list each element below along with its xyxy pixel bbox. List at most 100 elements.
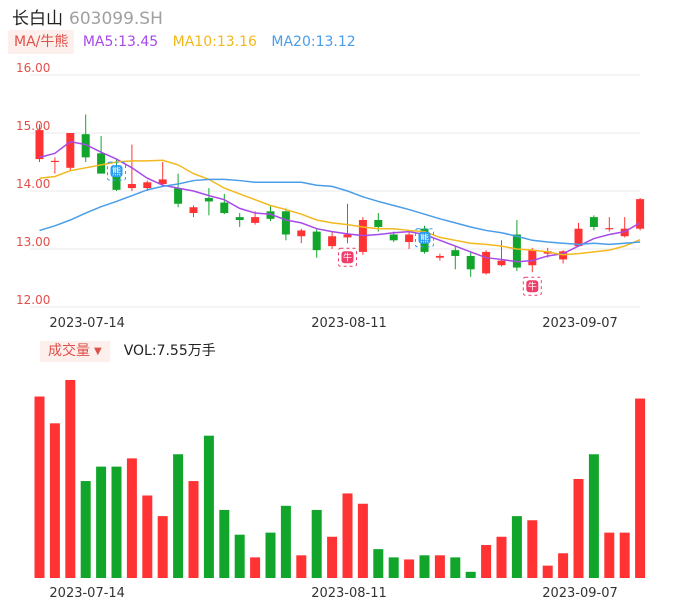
volume-bar (434, 555, 445, 578)
candle-body (127, 184, 136, 189)
volume-bar (34, 396, 45, 578)
candle-body (204, 197, 213, 202)
candle-body (66, 133, 75, 168)
volume-bar (357, 503, 368, 578)
x-tick-label: 2023-09-07 (542, 586, 618, 601)
stock-title: 长白山 603099.SH (12, 4, 163, 29)
volume-bar (234, 534, 245, 578)
volume-bar (49, 423, 60, 578)
volume-bar (327, 536, 338, 578)
x-tick-label: 2023-07-14 (49, 316, 125, 331)
volume-bar (311, 509, 322, 578)
volume-value: VOL:7.55万手 (123, 343, 216, 359)
volume-bar (203, 435, 214, 578)
candle-body (174, 188, 183, 204)
candle-body (112, 173, 121, 190)
y-tick-label: 13.00 (16, 235, 50, 249)
y-tick-label: 15.00 (16, 119, 50, 133)
candle-body (281, 211, 290, 235)
stock-name: 长白山 (12, 9, 63, 29)
volume-bar (419, 555, 430, 578)
x-tick-label: 2023-07-14 (49, 586, 125, 601)
bull-signal-icon[interactable]: 牛 (338, 247, 357, 267)
volume-bar (188, 481, 199, 578)
stock-code: 603099.SH (69, 9, 163, 29)
volume-bar (219, 509, 230, 578)
volume-bar (142, 495, 153, 578)
volume-bar (481, 545, 492, 578)
ma20-line (39, 178, 641, 246)
candle-body (189, 207, 198, 214)
volume-bar (573, 479, 584, 578)
volume-bar (157, 516, 168, 578)
y-tick-label: 14.00 (16, 177, 50, 191)
volume-bar (126, 458, 137, 578)
volume-bar (588, 454, 599, 578)
candle-body (143, 182, 152, 189)
volume-bar (619, 532, 630, 578)
volume-bar (450, 557, 461, 578)
candle-body (497, 260, 506, 266)
candle-body (605, 228, 614, 230)
candle-body (220, 202, 229, 214)
volume-bar (280, 505, 291, 578)
bear-signal-icon[interactable]: 熊 (415, 228, 434, 248)
volume-bar (465, 571, 476, 578)
candle-body (374, 220, 383, 227)
volume-bar (65, 380, 76, 578)
candle-body (35, 130, 44, 160)
ma-legend: MA/牛熊 MA5:13.45 MA10:13.16 MA20:13.12 (8, 30, 366, 54)
y-tick-label: 12.00 (16, 293, 50, 307)
candle-body (405, 234, 414, 243)
bull-signal-icon[interactable]: 牛 (522, 276, 542, 296)
volume-bar (173, 454, 184, 578)
candle-body (158, 179, 167, 185)
x-tick-label: 2023-08-11 (311, 316, 387, 331)
candle-body (512, 234, 521, 268)
candle-body (297, 230, 306, 237)
candle-body (251, 217, 260, 223)
ma10-line (39, 159, 641, 256)
volume-legend: 成交量 ▼ VOL:7.55万手 (40, 340, 216, 362)
candle-body (50, 160, 59, 163)
volume-bar (111, 466, 122, 578)
volume-bar (404, 559, 415, 578)
volume-bar (373, 549, 384, 578)
volume-indicator-selector[interactable]: 成交量 ▼ (40, 341, 110, 362)
candle-body (620, 228, 629, 237)
candle-body (328, 236, 337, 247)
ma5-legend: MA5:13.45 (82, 34, 159, 50)
svg-text:牛: 牛 (343, 252, 352, 264)
ma-type-selector[interactable]: MA/牛熊 (8, 30, 75, 54)
candle-body (636, 199, 645, 229)
candle-body (589, 217, 598, 227)
svg-text:熊: 熊 (112, 166, 121, 178)
candle-body (312, 231, 321, 251)
ma20-legend: MA20:13.12 (271, 34, 356, 50)
candle-body (235, 217, 244, 220)
volume-bar (604, 532, 615, 578)
candle-body (435, 255, 444, 258)
volume-bar (496, 536, 507, 578)
volume-bar (511, 516, 522, 578)
ma10-legend: MA10:13.16 (172, 34, 257, 50)
candle-body (451, 250, 460, 256)
candle-body (482, 251, 491, 274)
dropdown-arrow-icon: ▼ (94, 346, 102, 357)
volume-bar (527, 520, 538, 578)
candle-body (528, 250, 537, 266)
candle-body (574, 228, 583, 247)
volume-bar (250, 557, 261, 578)
volume-bar (80, 481, 91, 578)
bear-signal-icon[interactable]: 熊 (107, 161, 126, 181)
volume-bar (558, 553, 569, 578)
candle-body (266, 211, 275, 219)
candle-body (97, 153, 106, 174)
candle-body (343, 234, 352, 238)
candle-body (81, 134, 90, 158)
volume-bar (265, 532, 276, 578)
x-tick-label: 2023-08-11 (311, 586, 387, 601)
svg-text:熊: 熊 (420, 232, 429, 244)
volume-bar (388, 557, 399, 578)
